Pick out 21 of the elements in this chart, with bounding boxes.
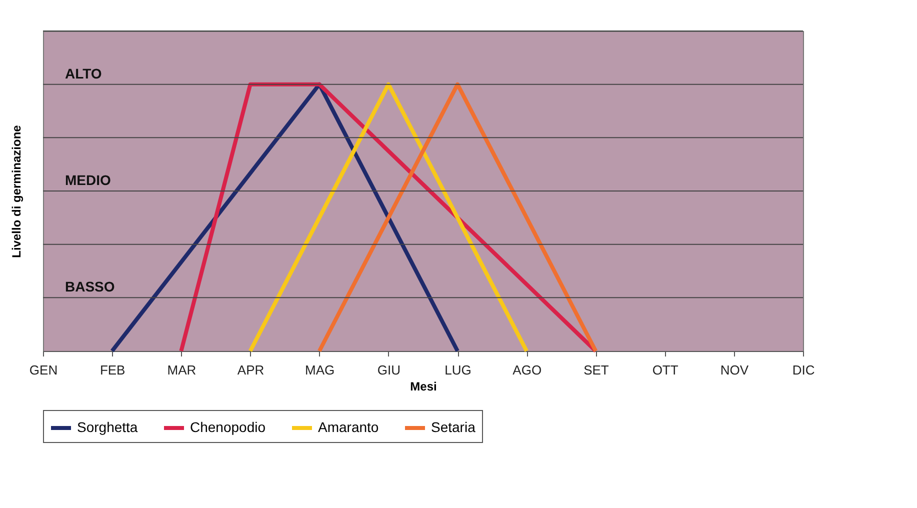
x-tick-label: GEN bbox=[29, 362, 58, 378]
x-tick-label: NOV bbox=[720, 362, 749, 378]
ref-line-label: BASSO bbox=[65, 278, 115, 295]
x-tick-label: MAG bbox=[305, 362, 335, 378]
x-tick-label: AGO bbox=[512, 362, 542, 378]
x-tick-label: MAR bbox=[167, 362, 196, 378]
x-tick-label: FEB bbox=[100, 362, 126, 378]
ref-line-label: MEDIO bbox=[65, 172, 111, 188]
legend-label: Sorghetta bbox=[77, 419, 138, 435]
x-axis-title: Mesi bbox=[410, 380, 437, 394]
x-tick-label: SET bbox=[584, 362, 609, 378]
legend-label: Setaria bbox=[431, 419, 476, 435]
y-axis-title: Livello di germinazione bbox=[10, 124, 24, 258]
legend-label: Amaranto bbox=[318, 419, 379, 435]
ref-line-label: ALTO bbox=[65, 65, 102, 82]
legend-label: Chenopodio bbox=[190, 419, 266, 435]
x-tick-label: GIU bbox=[377, 362, 401, 378]
x-tick-label: LUG bbox=[444, 362, 472, 378]
x-tick-label: DIC bbox=[792, 362, 815, 378]
x-tick-label: OTT bbox=[652, 362, 678, 378]
x-tick-label: APR bbox=[237, 362, 264, 378]
